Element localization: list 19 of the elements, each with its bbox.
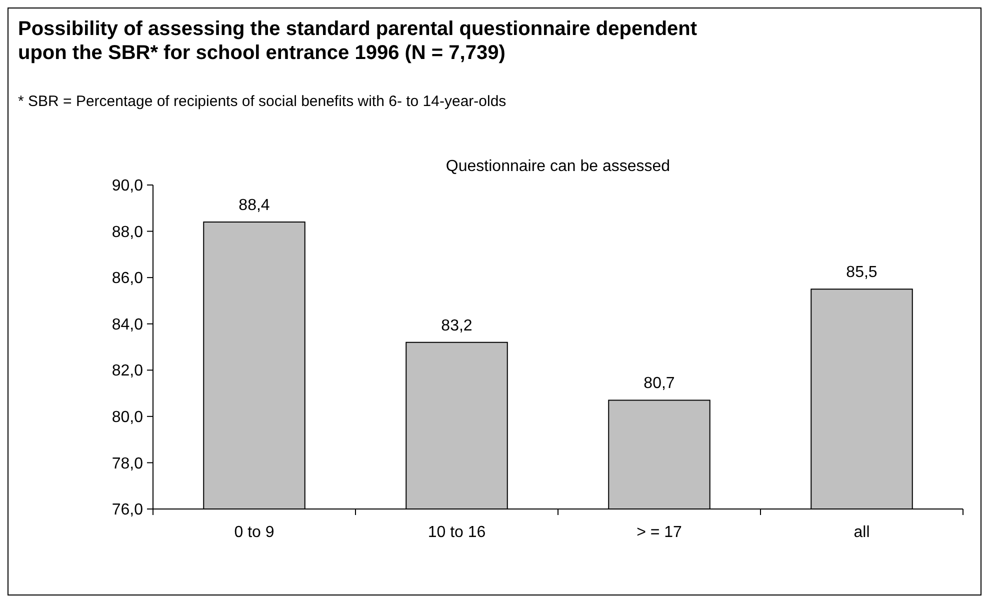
text: * SBR = Percentage of recipients of social benefits with 6- to 14-year-olds (18, 93, 506, 110)
y-tick-label: 88,0 (112, 224, 144, 241)
x-tick-label: 10 to 16 (428, 524, 486, 541)
y-tick-label: 86,0 (112, 270, 144, 288)
data-label: 83,2 (441, 317, 472, 334)
chart-title: Possibility of assessing the standard parental questionnaire dependent upon the SBR* for school entrance 1996 (N = 7,739) (18, 18, 698, 64)
x-tick-label: > = 17 (636, 524, 682, 541)
x-tick-label: all (854, 524, 870, 541)
y-tick-label: 82,0 (112, 362, 144, 380)
chart-subtitle: Questionnaire can be assessed (446, 158, 670, 175)
data-label: 88,4 (238, 197, 270, 214)
y-tick-label: 78,0 (112, 455, 144, 472)
data-label: 80,7 (644, 375, 675, 392)
y-tick-label: 84,0 (112, 316, 144, 334)
y-tick-label: 80,0 (112, 409, 144, 426)
x-tick-label: 0 to 9 (234, 524, 274, 541)
y-tick-label: 76,0 (112, 502, 144, 519)
data-label: 85,5 (846, 264, 878, 282)
y-tick-label: 90,0 (112, 178, 144, 195)
